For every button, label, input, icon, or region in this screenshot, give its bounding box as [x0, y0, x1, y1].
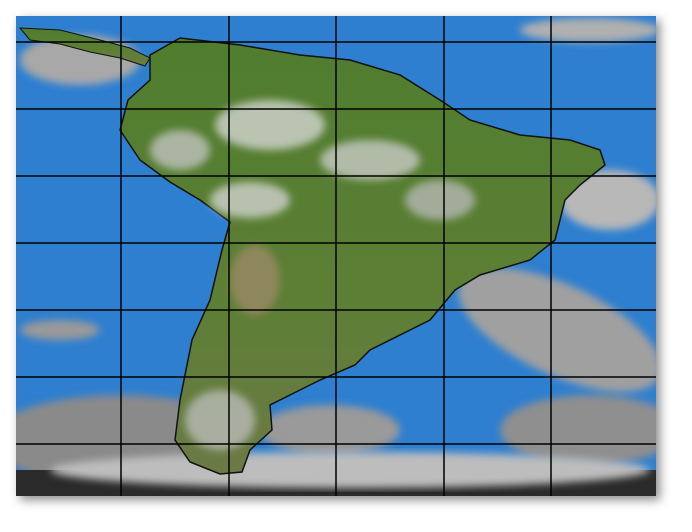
cloud	[185, 390, 255, 450]
andes	[230, 245, 280, 315]
cloud	[50, 452, 650, 488]
land-clouds	[150, 100, 475, 450]
cloud	[20, 320, 100, 340]
cloud	[500, 395, 656, 465]
cloud	[320, 140, 420, 180]
south-america	[119, 37, 606, 475]
graticule	[16, 16, 656, 496]
map-content	[16, 16, 656, 496]
cloud	[210, 182, 290, 218]
cloud	[215, 100, 325, 150]
cloud	[458, 268, 656, 392]
cloud	[260, 405, 400, 455]
cloud	[150, 130, 210, 170]
cloud	[560, 170, 656, 230]
cloud	[405, 180, 475, 220]
cloud	[520, 18, 656, 42]
